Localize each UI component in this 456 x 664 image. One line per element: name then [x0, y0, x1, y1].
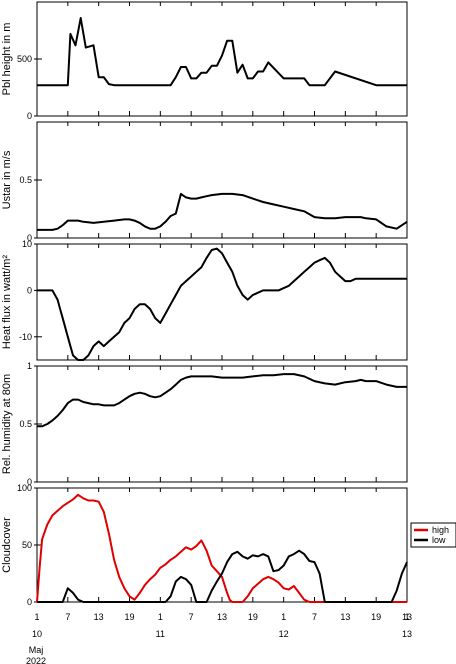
- y-tick-label: 500: [17, 54, 32, 64]
- x-tick-label: 13: [94, 612, 104, 622]
- y-tick-label: 0: [27, 111, 32, 121]
- x-tick-label: 7: [312, 612, 317, 622]
- x-date-label: 10: [32, 629, 42, 639]
- y-tick-label: 0: [27, 285, 32, 295]
- panel-frame: [36, 121, 408, 239]
- legend-label: high: [432, 525, 449, 535]
- series-line: [37, 549, 408, 603]
- x-date-label: 13: [402, 629, 412, 639]
- x-tick-label: 13: [340, 612, 350, 622]
- y-tick-label: 0: [27, 597, 32, 607]
- x-tick-label: 19: [248, 612, 258, 622]
- y-tick-label: 100: [17, 483, 32, 493]
- x-year-label: 2022: [26, 656, 46, 664]
- x-tick-label: 19: [124, 612, 134, 622]
- x-tick-label: 13: [402, 612, 412, 622]
- panel-frame: [36, 365, 408, 483]
- y-tick-label: 0: [27, 233, 32, 243]
- y-tick-label: -10: [19, 332, 32, 342]
- y-tick-label: 10: [22, 239, 32, 249]
- series-line: [37, 192, 408, 231]
- series-line: [36, 493, 407, 603]
- y-tick-label: 50: [22, 540, 32, 550]
- series-line: [37, 17, 407, 87]
- x-tick-label: 13: [217, 612, 227, 622]
- x-month-label: Maj: [29, 645, 44, 655]
- panel-frame: [36, 487, 408, 603]
- x-tick-label: 1: [158, 612, 163, 622]
- panel-frame: [36, 243, 408, 361]
- y-tick-label: 0.5: [19, 175, 32, 185]
- series-line: [37, 247, 407, 361]
- x-tick-label: 19: [371, 612, 381, 622]
- y-axis-label: Rel. humidity at 80m: [1, 374, 13, 474]
- panel-frame: [36, 1, 408, 117]
- y-axis-label: Heat flux in watt/m²: [1, 255, 13, 349]
- y-tick-label: 1: [27, 361, 32, 371]
- x-date-label: 12: [279, 629, 289, 639]
- x-tick-label: 1: [34, 612, 39, 622]
- x-date-label: 11: [156, 629, 165, 639]
- x-tick-label: 7: [65, 612, 70, 622]
- legend-label: low: [432, 535, 446, 545]
- y-axis-label: Ustar in m/s: [1, 150, 13, 209]
- y-tick-label: 0.5: [19, 419, 32, 429]
- x-tick-label: 7: [189, 612, 194, 622]
- x-tick-label: 1: [281, 612, 286, 622]
- y-axis-label: Pbl height in m: [1, 23, 13, 96]
- y-axis-label: Cloudcover: [1, 517, 13, 573]
- x-tick-label: 1: [404, 612, 409, 622]
- y-tick-label: 0: [27, 477, 32, 487]
- series-line: [37, 373, 407, 428]
- legend-box: [410, 522, 456, 548]
